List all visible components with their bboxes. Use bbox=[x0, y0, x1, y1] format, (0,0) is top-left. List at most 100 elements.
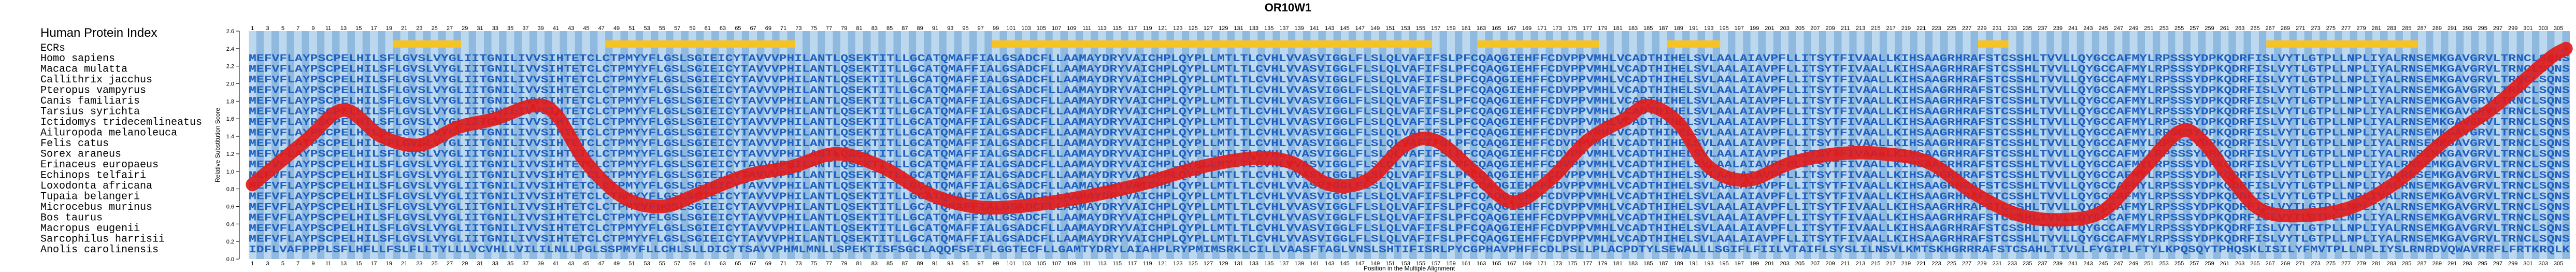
position-tick: 129 bbox=[1219, 261, 1228, 267]
position-tick: 95 bbox=[962, 261, 968, 267]
species-label: Bos taurus bbox=[40, 212, 103, 224]
position-tick: 69 bbox=[765, 261, 771, 267]
position-tick: 5 bbox=[281, 25, 284, 32]
position-tick: 257 bbox=[2189, 261, 2199, 267]
track-column bbox=[2190, 31, 2198, 259]
track-column bbox=[1106, 31, 1114, 259]
position-tick: 59 bbox=[689, 261, 695, 267]
curve-point bbox=[2139, 169, 2143, 174]
position-tick: 15 bbox=[355, 25, 362, 32]
position-tick: 81 bbox=[856, 25, 862, 32]
sequence-row: MEFVFLAYPSCPELHILSFLGVSLVYGLIITGNILIVVSI… bbox=[249, 53, 2570, 64]
position-tick: 105 bbox=[1037, 25, 1046, 32]
track-column bbox=[2387, 31, 2396, 259]
position-tick: 285 bbox=[2402, 25, 2411, 32]
position-tick: 237 bbox=[2038, 261, 2047, 267]
position-tick: 261 bbox=[2220, 261, 2229, 267]
position-tick: 169 bbox=[1522, 261, 1532, 267]
track-column bbox=[499, 31, 507, 259]
substitution-curve-band bbox=[246, 41, 2573, 227]
track-column bbox=[1940, 31, 1948, 259]
curve-point bbox=[1836, 151, 1840, 156]
track-column bbox=[1181, 31, 1190, 259]
position-tick: 31 bbox=[477, 25, 483, 32]
position-tick: 105 bbox=[1037, 261, 1046, 267]
position-tick: 237 bbox=[2038, 25, 2047, 32]
position-tick: 107 bbox=[1052, 25, 1061, 32]
y-tick-label: 0.2 bbox=[226, 239, 234, 245]
curve-point bbox=[553, 112, 558, 117]
position-tick: 259 bbox=[2205, 261, 2214, 267]
curve-point bbox=[341, 108, 346, 112]
position-tick: 245 bbox=[2098, 261, 2108, 267]
position-tick: 63 bbox=[720, 261, 726, 267]
track-column bbox=[2456, 31, 2464, 259]
curve-point bbox=[1744, 178, 1749, 182]
track-column bbox=[1591, 31, 1599, 259]
track-column bbox=[825, 31, 833, 259]
track-column bbox=[901, 31, 909, 259]
position-tick: 179 bbox=[1598, 25, 1607, 32]
position-tick: 125 bbox=[1189, 261, 1198, 267]
position-tick: 125 bbox=[1189, 25, 1198, 32]
position-tick: 163 bbox=[1477, 25, 1486, 32]
track-column bbox=[514, 31, 522, 259]
track-column bbox=[726, 31, 734, 259]
curve-point bbox=[1676, 121, 1681, 125]
curve-point bbox=[2101, 208, 2106, 213]
position-tick: 73 bbox=[795, 261, 802, 267]
position-tick: 185 bbox=[1643, 25, 1653, 32]
curve-point bbox=[1251, 156, 1256, 161]
position-tick: 199 bbox=[1750, 261, 1759, 267]
track-column bbox=[1151, 31, 1159, 259]
position-tick: 249 bbox=[2129, 25, 2138, 32]
position-tick: 243 bbox=[2083, 25, 2093, 32]
position-tick: 37 bbox=[522, 25, 528, 32]
track-column bbox=[1454, 31, 1463, 259]
track-column bbox=[560, 31, 567, 259]
track-column bbox=[1121, 31, 1129, 259]
position-tick: 169 bbox=[1522, 25, 1532, 32]
position-tick: 39 bbox=[538, 25, 544, 32]
species-label: Canis familiaris bbox=[40, 95, 140, 107]
legend-title: Human Protein Index bbox=[40, 26, 158, 40]
position-tick: 39 bbox=[538, 261, 544, 267]
track-column bbox=[1963, 31, 1971, 259]
track-column bbox=[1318, 31, 1326, 259]
curve-point bbox=[1471, 169, 1476, 174]
position-tick: 33 bbox=[492, 261, 498, 267]
track-column bbox=[2418, 31, 2426, 259]
track-column bbox=[377, 31, 385, 259]
track-column bbox=[2016, 31, 2024, 259]
sequence-row: MEFVFLAYPSCPELHILSFLGVSLVYGLIITGNILIVVSI… bbox=[249, 202, 2570, 213]
position-tick: 47 bbox=[598, 25, 605, 32]
track-column bbox=[870, 31, 879, 259]
track-column bbox=[772, 31, 780, 259]
track-column bbox=[2402, 31, 2411, 259]
position-tick: 269 bbox=[2281, 25, 2290, 32]
track-column bbox=[1955, 31, 1963, 259]
position-tick: 61 bbox=[705, 261, 711, 267]
position-tick: 253 bbox=[2159, 261, 2169, 267]
position-tick: 85 bbox=[886, 25, 893, 32]
track-column bbox=[734, 31, 742, 259]
curve-point bbox=[2488, 108, 2493, 112]
curve-point bbox=[250, 182, 255, 187]
track-column bbox=[309, 31, 317, 259]
position-tick: 157 bbox=[1431, 261, 1440, 267]
curve-point bbox=[379, 134, 384, 139]
track-column bbox=[2395, 31, 2403, 259]
curve-point bbox=[2564, 46, 2568, 51]
track-column bbox=[878, 31, 886, 259]
position-tick: 251 bbox=[2144, 25, 2153, 32]
track-column bbox=[1250, 31, 1258, 259]
y-tick-label: 0.6 bbox=[226, 204, 234, 210]
track-column bbox=[2129, 31, 2138, 259]
track-column bbox=[1538, 31, 1546, 259]
position-tick: 113 bbox=[1097, 25, 1107, 32]
position-tick: 25 bbox=[432, 25, 438, 32]
position-tick: 155 bbox=[1416, 25, 1425, 32]
position-tick: 251 bbox=[2144, 261, 2153, 267]
position-tick: 221 bbox=[1916, 261, 1926, 267]
y-tick-label: 1.2 bbox=[226, 151, 234, 158]
